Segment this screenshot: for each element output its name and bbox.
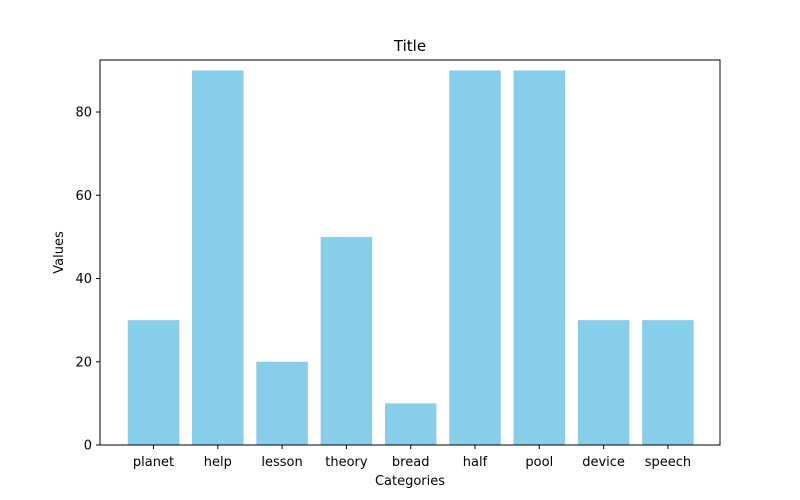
x-tick-label: lesson [261, 455, 302, 470]
bars-layer [127, 70, 694, 445]
bar-speech [642, 320, 694, 445]
bar-bread [384, 403, 437, 445]
y-tick-label: 0 [84, 439, 92, 454]
chart-title: Title [393, 37, 426, 55]
x-tick-label: half [463, 455, 488, 470]
bar-lesson [256, 361, 308, 445]
plot-frame [99, 59, 721, 446]
x-axis-ticks: planet help lesson theory bread half pool devic… [133, 445, 691, 470]
axes-layer [99, 59, 721, 446]
bar-theory [320, 236, 373, 445]
y-tick-label: 80 [75, 106, 92, 121]
y-tick-label: 40 [75, 272, 92, 287]
x-tick-label: device [582, 455, 625, 470]
x-tick-label: pool [525, 455, 553, 470]
bar-device [577, 320, 630, 445]
x-tick-label: theory [325, 455, 368, 470]
y-axis-label: Values [52, 231, 67, 274]
y-tick-label: 20 [75, 355, 92, 370]
bar-help [192, 70, 244, 445]
bar-planet [127, 320, 180, 445]
y-tick-label: 60 [75, 189, 92, 204]
x-tick-label: speech [645, 455, 691, 470]
x-tick-label: planet [133, 455, 174, 470]
y-axis-ticks: 0 20 40 60 80 [75, 106, 100, 454]
x-axis-label: Categories [375, 474, 445, 489]
x-tick-label: bread [392, 455, 430, 470]
bar-pool [513, 70, 566, 445]
x-tick-label: help [204, 455, 232, 470]
bar-half [449, 70, 501, 445]
